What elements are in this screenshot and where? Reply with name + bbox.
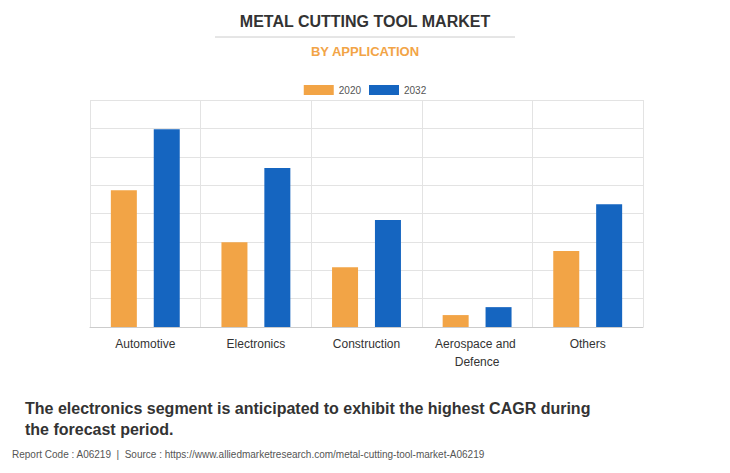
svg-text:Aerospace and: Aerospace and bbox=[435, 337, 519, 351]
svg-text:2032: 2032 bbox=[404, 85, 427, 96]
svg-text:Defence: Defence bbox=[455, 355, 500, 369]
svg-text:Construction: Construction bbox=[333, 337, 400, 351]
svg-text:The electronics segment is ant: The electronics segment is anticipated t… bbox=[25, 400, 595, 417]
svg-text:the forecast period.: the forecast period. bbox=[25, 421, 173, 438]
svg-text:Electronics: Electronics bbox=[227, 337, 286, 351]
svg-text:METAL CUTTING TOOL MARKET: METAL CUTTING TOOL MARKET bbox=[240, 13, 491, 30]
svg-text:BY APPLICATION: BY APPLICATION bbox=[311, 44, 419, 59]
svg-text:Automotive: Automotive bbox=[115, 337, 175, 351]
svg-text:Others: Others bbox=[570, 337, 606, 351]
svg-text:2020: 2020 bbox=[339, 85, 362, 96]
svg-text:Report Code : A06219 | Sourc: Report Code : A06219 | Source : https://… bbox=[12, 449, 485, 460]
